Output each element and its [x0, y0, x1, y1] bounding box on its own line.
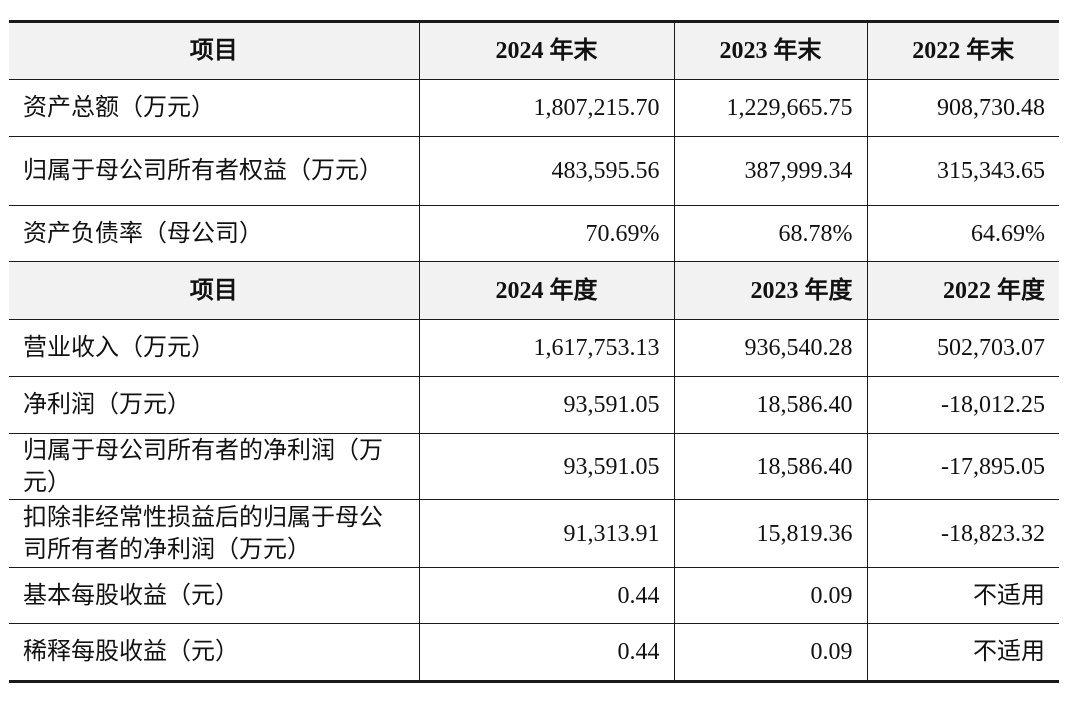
table-row: 资产总额（万元） 1,807,215.70 1,229,665.75 908,7…	[9, 79, 1059, 137]
cell-value: 502,703.07	[866, 319, 1059, 377]
table-row: 资产负债率（母公司） 70.69% 68.78% 64.69%	[9, 205, 1059, 262]
row-label: 稀释每股收益（元）	[9, 623, 419, 682]
cell-value: -18,012.25	[866, 376, 1059, 434]
cell-value: 315,343.65	[866, 136, 1059, 206]
cell-value: 1,617,753.13	[418, 319, 674, 377]
cell-value: 1,807,215.70	[418, 79, 674, 137]
table-row: 归属于母公司所有者的净利润（万元） 93,591.05 18,586.40 -1…	[9, 433, 1059, 500]
header-2024-end: 2024 年末	[418, 21, 674, 80]
table-row: 扣除非经常性损益后的归属于母公司所有者的净利润（万元） 91,313.91 15…	[9, 499, 1059, 568]
header-2022-year: 2022 年度	[866, 261, 1059, 320]
header-2023-year: 2023 年度	[673, 261, 867, 320]
row-label: 资产总额（万元）	[9, 79, 419, 137]
cell-value: 不适用	[866, 623, 1059, 682]
financial-table: 项目 2024 年末 2023 年末 2022 年末 资产总额（万元） 1,80…	[9, 20, 1059, 683]
cell-value: 0.09	[673, 623, 867, 682]
cell-value: 91,313.91	[418, 499, 674, 568]
row-label: 归属于母公司所有者权益（万元）	[9, 136, 419, 206]
table-row: 稀释每股收益（元） 0.44 0.09 不适用	[9, 623, 1059, 682]
cell-value: 64.69%	[866, 205, 1059, 262]
cell-value: -17,895.05	[866, 433, 1059, 500]
header-2024-year: 2024 年度	[418, 261, 674, 320]
cell-value: 18,586.40	[673, 433, 867, 500]
header-row-year-end: 项目 2024 年末 2023 年末 2022 年末	[9, 21, 1059, 80]
header-row-year: 项目 2024 年度 2023 年度 2022 年度	[9, 261, 1059, 320]
cell-value: 387,999.34	[673, 136, 867, 206]
cell-value: 68.78%	[673, 205, 867, 262]
row-label: 净利润（万元）	[9, 376, 419, 434]
header-2022-end: 2022 年末	[866, 21, 1059, 80]
cell-value: 0.44	[418, 567, 674, 624]
cell-value: 1,229,665.75	[673, 79, 867, 137]
table-row: 营业收入（万元） 1,617,753.13 936,540.28 502,703…	[9, 319, 1059, 377]
cell-value: 0.44	[418, 623, 674, 682]
row-label: 归属于母公司所有者的净利润（万元）	[9, 433, 419, 500]
cell-value: 936,540.28	[673, 319, 867, 377]
row-label: 资产负债率（母公司）	[9, 205, 419, 262]
cell-value: 15,819.36	[673, 499, 867, 568]
row-label: 营业收入（万元）	[9, 319, 419, 377]
header-2023-end: 2023 年末	[673, 21, 867, 80]
cell-value: 不适用	[866, 567, 1059, 624]
table-row: 净利润（万元） 93,591.05 18,586.40 -18,012.25	[9, 376, 1059, 434]
cell-value: -18,823.32	[866, 499, 1059, 568]
row-label: 扣除非经常性损益后的归属于母公司所有者的净利润（万元）	[9, 499, 419, 568]
row-label: 基本每股收益（元）	[9, 567, 419, 624]
cell-value: 93,591.05	[418, 376, 674, 434]
cell-value: 908,730.48	[866, 79, 1059, 137]
cell-value: 483,595.56	[418, 136, 674, 206]
cell-value: 70.69%	[418, 205, 674, 262]
cell-value: 0.09	[673, 567, 867, 624]
table-row: 归属于母公司所有者权益（万元） 483,595.56 387,999.34 31…	[9, 136, 1059, 206]
cell-value: 18,586.40	[673, 376, 867, 434]
cell-value: 93,591.05	[418, 433, 674, 500]
header-item: 项目	[9, 261, 419, 320]
header-item: 项目	[9, 21, 419, 80]
table-row: 基本每股收益（元） 0.44 0.09 不适用	[9, 567, 1059, 624]
